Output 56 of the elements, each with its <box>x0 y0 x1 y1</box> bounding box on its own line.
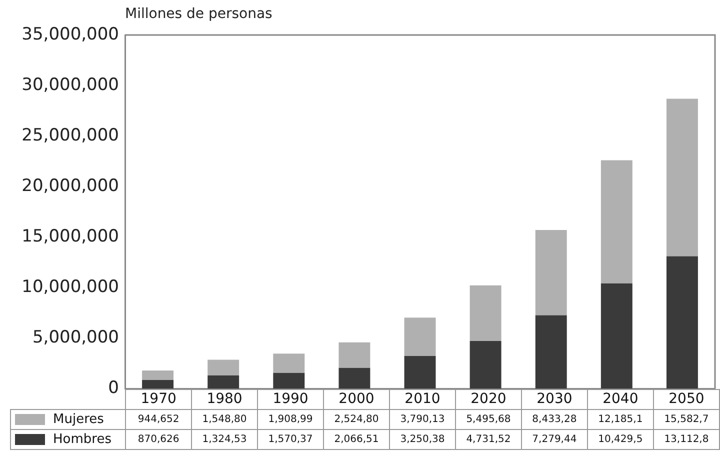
x-tick-label: 2030 <box>521 389 588 410</box>
bar <box>535 230 567 316</box>
y-tick-label: 35,000,000 <box>22 24 119 44</box>
y-tick-label: 10,000,000 <box>22 277 119 298</box>
bar <box>338 342 370 368</box>
bar <box>470 340 502 389</box>
bar <box>404 356 436 389</box>
bar <box>666 98 698 256</box>
x-tick-label: 1990 <box>258 389 324 410</box>
data-label: 13,112,8 <box>653 429 720 450</box>
y-tick-label: 20,000,000 <box>22 176 119 196</box>
bar <box>404 318 436 356</box>
data-label: 8,433,28 <box>521 409 588 430</box>
y-tick-label: 30,000,000 <box>22 74 119 95</box>
bar <box>273 354 305 373</box>
bar <box>208 360 240 376</box>
y-tick-label: 0 <box>108 378 119 398</box>
data-label: 3,790,13 <box>389 409 456 430</box>
bar <box>535 315 567 389</box>
data-label: 1,324,53 <box>192 429 258 450</box>
x-tick-label: 2050 <box>653 389 720 410</box>
y-tick-label: 5,000,000 <box>32 328 119 348</box>
bar <box>142 380 174 389</box>
x-tick-label: 2000 <box>324 389 390 410</box>
data-label: 1,908,99 <box>258 409 324 430</box>
data-label: 12,185,1 <box>587 409 654 430</box>
data-label: 15,582,7 <box>653 409 720 430</box>
x-tick-label: 2040 <box>587 389 654 410</box>
bar <box>338 368 370 389</box>
data-label: 1,570,37 <box>258 429 324 450</box>
data-label: 2,066,51 <box>324 429 390 450</box>
bar <box>666 256 698 389</box>
bar <box>142 370 174 380</box>
data-label: 4,731,52 <box>455 429 522 450</box>
x-tick-label: 1970 <box>126 389 192 410</box>
legend-label: Mujeres <box>10 409 126 430</box>
bar <box>273 372 305 389</box>
data-label: 1,548,80 <box>192 409 258 430</box>
y-tick-label: 15,000,000 <box>22 226 119 247</box>
data-label: 7,279,44 <box>521 429 588 450</box>
bar <box>600 160 632 284</box>
x-tick-label: 2010 <box>389 389 456 410</box>
bar <box>470 285 502 341</box>
data-label: 870,626 <box>126 429 192 450</box>
data-label: 944,652 <box>126 409 192 430</box>
x-tick-label: 2020 <box>455 389 522 410</box>
bar <box>208 375 240 389</box>
y-tick-label: 25,000,000 <box>22 126 119 146</box>
x-tick-label: 1980 <box>192 389 258 410</box>
y-axis-title: Millones de personas <box>125 6 272 22</box>
data-label: 5,495,68 <box>455 409 522 430</box>
legend-label: Hombres <box>10 429 126 450</box>
data-label: 2,524,80 <box>324 409 390 430</box>
data-label: 3,250,38 <box>389 429 456 450</box>
bar <box>600 283 632 389</box>
data-label: 10,429,5 <box>587 429 654 450</box>
